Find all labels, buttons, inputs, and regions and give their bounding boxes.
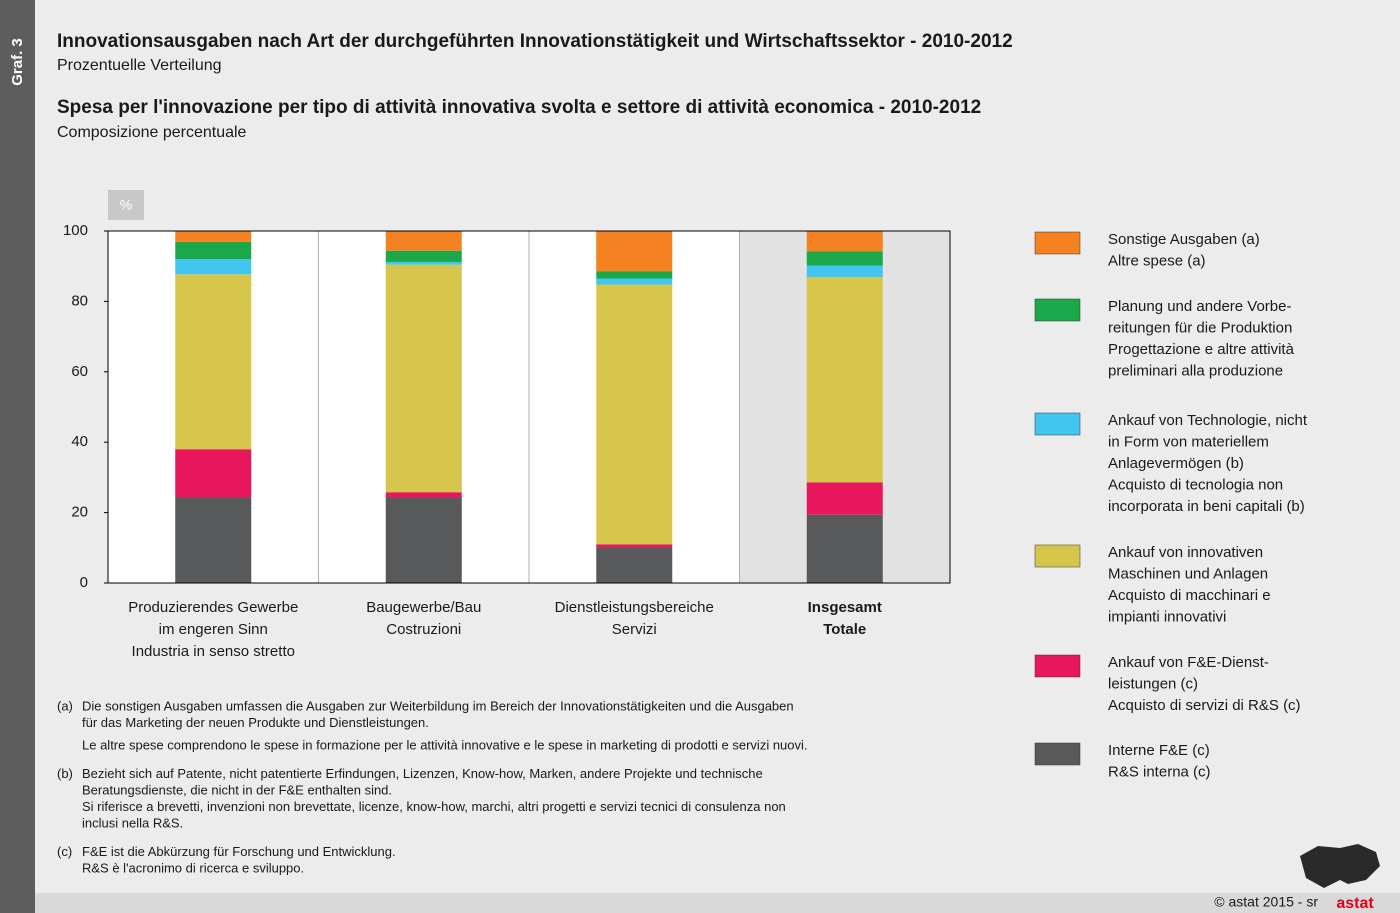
x-tick-label: im engeren Sinn — [159, 621, 268, 638]
chart-subtitle: Prozentuelle Verteilung — [57, 57, 222, 74]
note-label: (b) — [57, 766, 73, 781]
legend-label: Sonstige Ausgaben (a) — [1108, 231, 1260, 248]
chart-title: Innovationsausgaben nach Art der durchge… — [57, 31, 1013, 52]
legend-label: leistungen (c) — [1108, 675, 1198, 692]
bar-segment — [806, 265, 883, 278]
note-label: (c) — [57, 844, 72, 859]
bar-segment — [385, 492, 462, 498]
note-text: inclusi nella R&S. — [82, 815, 183, 830]
y-tick-label: 100 — [63, 222, 88, 239]
plot-border — [107, 230, 951, 584]
note-text: Bezieht sich auf Patente, nicht patentie… — [82, 766, 763, 781]
bar-segment — [596, 547, 673, 583]
bar-segment — [806, 251, 883, 266]
chart-subtitle: Composizione percentuale — [57, 124, 247, 141]
credit: © astat 2015 - sr — [1214, 894, 1318, 910]
x-tick-label: Insgesamt — [808, 599, 882, 616]
bar-segment — [596, 231, 673, 272]
bar-segment — [385, 264, 462, 493]
legend-label: incorporata in beni capitali (b) — [1108, 498, 1305, 515]
legend-swatch — [1034, 742, 1081, 766]
legend-label: Planung und andere Vorbe- — [1108, 298, 1291, 315]
y-tick-label: 20 — [71, 504, 88, 521]
y-tick-label: 60 — [71, 363, 88, 380]
legend-label: Ankauf von F&E-Dienst- — [1108, 654, 1269, 671]
note-text: F&E ist die Abkürzung für Forschung und … — [82, 844, 396, 859]
legend-swatch — [1034, 412, 1081, 436]
bar-segment — [596, 271, 673, 279]
legend-label: Maschinen und Anlagen — [1108, 565, 1268, 582]
bar-segment — [596, 278, 673, 285]
bar-segment — [596, 284, 673, 545]
y-tick-label: 40 — [71, 433, 88, 450]
logo: astat — [1336, 895, 1374, 912]
legend-label: Progettazione e altre attività — [1108, 341, 1295, 358]
bar-segment — [385, 231, 462, 251]
note-text: Si riferisce a brevetti, invenzioni non … — [82, 799, 786, 814]
figure-label: Graf. 3 — [9, 38, 26, 86]
legend-swatch — [1034, 298, 1081, 322]
bar-segment — [596, 544, 673, 548]
bar-segment — [175, 449, 252, 498]
x-tick-label: Servizi — [612, 621, 657, 638]
x-tick-label: Industria in senso stretto — [132, 643, 295, 660]
legend-swatch — [1034, 544, 1081, 568]
legend-label: reitungen für die Produktion — [1108, 319, 1292, 336]
footer-strip — [35, 893, 1400, 913]
legend-label: impianti innovativi — [1108, 608, 1226, 625]
y-unit: % — [120, 197, 132, 213]
legend-label: Acquisto di macchinari e — [1108, 587, 1271, 604]
bar-segment — [806, 514, 883, 583]
note-text: Die sonstigen Ausgaben umfassen die Ausg… — [82, 698, 794, 713]
note-label: (a) — [57, 698, 73, 713]
legend-label: in Form von materiellem — [1108, 433, 1269, 450]
note-text: für das Marketing der neuen Produkte und… — [82, 715, 429, 730]
note-text: Le altre spese comprendono le spese in f… — [82, 737, 808, 752]
bar-segment — [806, 482, 883, 515]
legend-label: Anlagevermögen (b) — [1108, 455, 1244, 472]
note-text: Beratungsdienste, die nicht in der F&E e… — [82, 782, 392, 797]
bar-segment — [385, 250, 462, 262]
x-tick-label: Totale — [823, 621, 866, 638]
bar-segment — [806, 231, 883, 252]
x-tick-label: Baugewerbe/Bau — [366, 599, 481, 616]
unit-box — [108, 190, 144, 220]
bar-segment — [175, 274, 252, 450]
note-text: R&S è l'acronimo di ricerca e sviluppo. — [82, 860, 304, 875]
bar-segment — [175, 231, 252, 242]
logo-map — [1300, 844, 1380, 888]
bar-segment — [175, 259, 252, 275]
bar-segment — [385, 261, 462, 265]
legend-label: Acquisto di servizi di R&S (c) — [1108, 697, 1301, 714]
bar-segment — [806, 277, 883, 483]
legend-label: Interne F&E (c) — [1108, 742, 1210, 759]
y-tick-label: 0 — [80, 574, 88, 591]
y-tick-label: 80 — [71, 292, 88, 309]
chart-title: Spesa per l'innovazione per tipo di atti… — [57, 97, 981, 118]
legend-label: Acquisto di tecnologia non — [1108, 476, 1283, 493]
bar-segment — [175, 497, 252, 583]
legend-label: preliminari alla produzione — [1108, 362, 1283, 379]
legend-swatch — [1034, 231, 1081, 255]
x-tick-label: Produzierendes Gewerbe — [128, 599, 298, 616]
x-tick-label: Dienstleistungsbereiche — [555, 599, 714, 616]
bar-segment — [385, 497, 462, 583]
x-tick-label: Costruzioni — [386, 621, 461, 638]
legend-label: Ankauf von Technologie, nicht — [1108, 412, 1308, 429]
side-strip — [0, 0, 35, 913]
legend-label: Ankauf von innovativen — [1108, 544, 1263, 561]
legend-swatch — [1034, 654, 1081, 678]
legend-label: Altre spese (a) — [1108, 252, 1206, 269]
legend-label: R&S interna (c) — [1108, 763, 1211, 780]
bar-segment — [175, 241, 252, 260]
